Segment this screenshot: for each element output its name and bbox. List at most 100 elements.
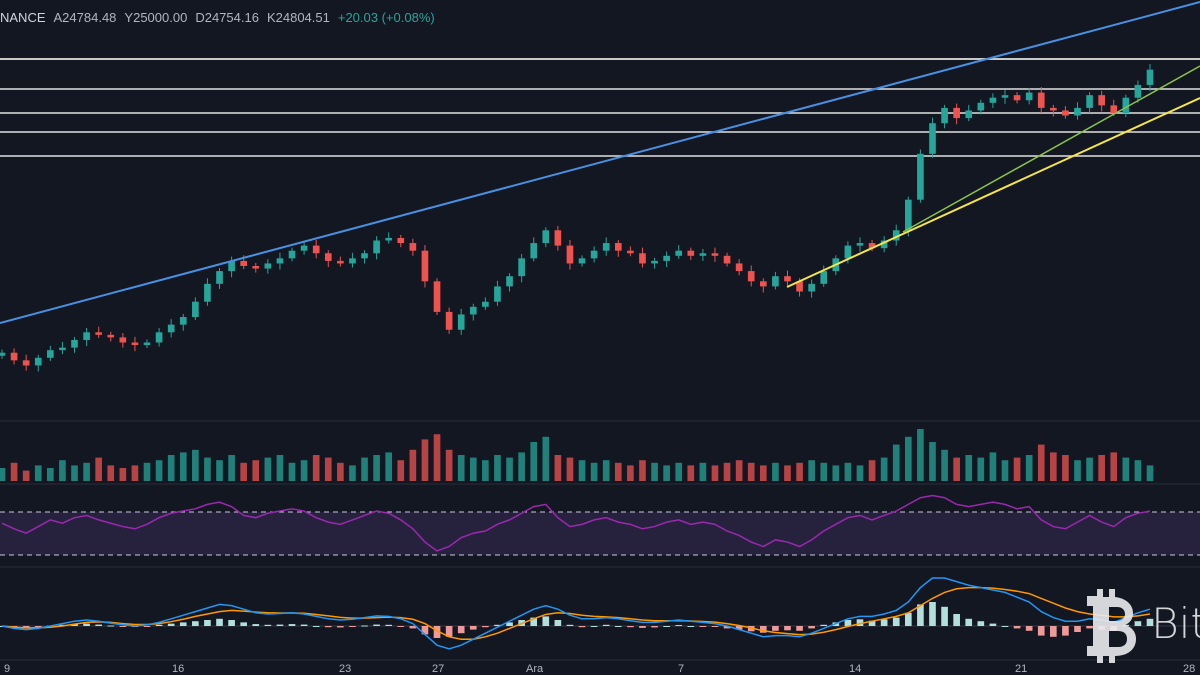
high-value: Y25000.00: [124, 9, 188, 25]
candle-body: [1134, 84, 1142, 98]
volume-bar: [1050, 452, 1057, 481]
x-tick-label: 7: [678, 663, 684, 675]
macd-hist-bar: [566, 624, 574, 626]
macd-hist-bar: [192, 621, 199, 626]
candle-body: [808, 283, 815, 292]
volume-bar: [421, 439, 429, 481]
candle-body: [457, 314, 465, 330]
candle-body: [47, 350, 54, 358]
candle-body: [904, 199, 912, 231]
x-tick-label: 14: [849, 663, 861, 675]
macd-hist-bar: [554, 620, 562, 626]
macd-hist-bar: [228, 620, 235, 626]
macd-hist-bar: [337, 626, 344, 628]
volume-bar: [953, 457, 960, 481]
volume-bar: [602, 460, 610, 481]
watermark-text: Bitc: [1151, 598, 1200, 648]
candle-body: [385, 237, 393, 241]
volume-bar: [1086, 457, 1093, 481]
candle-body: [276, 258, 284, 264]
macd-hist-bar: [651, 626, 658, 628]
candle-body: [892, 230, 900, 241]
candle-body: [530, 243, 538, 259]
candle-body: [494, 286, 501, 302]
macd-hist-bar: [1074, 626, 1081, 632]
volume-bar: [312, 455, 320, 481]
macd-hist-bar: [445, 626, 453, 637]
volume-bar: [892, 444, 900, 481]
candle-body: [119, 337, 127, 343]
volume-bar: [965, 455, 973, 481]
candle-body: [711, 253, 719, 256]
trendlines[interactable]: [0, 1, 1200, 324]
volume-bar: [385, 452, 393, 481]
candle-body: [95, 332, 102, 335]
candle-body: [71, 339, 78, 348]
candle-body: [941, 107, 948, 124]
volume-bar: [506, 457, 513, 481]
volume-bar: [723, 462, 731, 481]
volume-bar: [0, 468, 6, 481]
candle-body: [735, 263, 743, 272]
candle-body: [1122, 97, 1130, 113]
macd-hist-bar: [578, 626, 586, 628]
open-value: A24784.48: [53, 9, 117, 25]
volume-bar: [10, 462, 18, 481]
candle-body: [445, 311, 453, 330]
macd-hist-bar: [361, 625, 368, 627]
blue-trendline: [0, 1, 1200, 324]
volume-bar: [929, 442, 936, 481]
volume-bar: [119, 468, 127, 481]
candle-body: [542, 230, 550, 244]
candle-body: [155, 332, 163, 343]
volume-bar: [820, 462, 828, 481]
horizontal-levels[interactable]: [0, 58, 1200, 157]
volume-bar: [83, 462, 90, 481]
volume-bar: [337, 462, 344, 481]
macd-hist-bar: [941, 606, 948, 626]
macd-hist-bar: [397, 626, 405, 627]
volume-bar: [917, 429, 924, 481]
volume-bar: [167, 455, 175, 481]
volume-bar: [1134, 460, 1142, 481]
candle-body: [590, 250, 598, 259]
candle-body: [192, 301, 199, 317]
candle-body: [917, 153, 924, 200]
volume-bar: [47, 468, 54, 481]
macd-hist-bar: [759, 626, 767, 633]
volume-bar: [675, 462, 683, 481]
candle-body: [288, 250, 296, 259]
candle-body: [518, 258, 525, 277]
candle-body: [1074, 107, 1081, 116]
macd-hist-bar: [22, 626, 30, 628]
macd-hist-bar: [602, 624, 610, 626]
macd-hist-bar: [892, 617, 900, 626]
macd-hist-bar: [373, 624, 380, 626]
candle-body: [167, 324, 175, 333]
volume-bar: [614, 462, 622, 481]
candle-body: [1062, 110, 1069, 116]
candle-body: [1098, 95, 1105, 106]
macd-hist-bar: [711, 626, 719, 627]
candle-body: [240, 260, 248, 266]
change-value: +20.03 (+0.08%): [337, 9, 435, 25]
candle-body: [1025, 92, 1033, 101]
volume-bar: [155, 460, 163, 481]
macd-hist-bar: [1025, 626, 1033, 631]
volume-bar: [131, 465, 139, 481]
candle-body: [83, 332, 90, 340]
macd-hist-bar: [880, 619, 888, 626]
macd-hist-bar: [663, 626, 670, 627]
macd-hist-bar: [687, 626, 695, 627]
x-tick-label: 9: [4, 663, 10, 675]
volume-bar: [627, 465, 634, 481]
candle-body: [349, 258, 356, 264]
macd-hist-bar: [929, 602, 936, 626]
volume-bar: [663, 465, 670, 481]
macd-hist-bar: [675, 625, 683, 627]
volume-bar: [361, 457, 368, 481]
volume-bar: [880, 457, 888, 481]
macd-hist-bar: [155, 624, 163, 626]
candle-body: [639, 253, 646, 264]
